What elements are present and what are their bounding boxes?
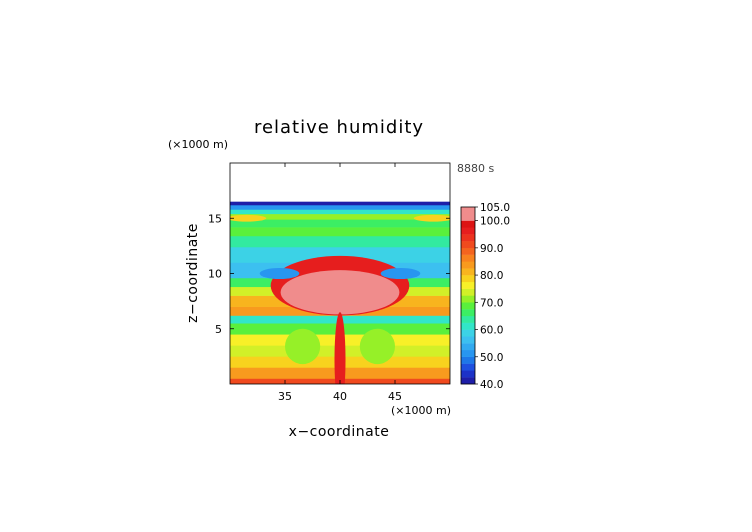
x-tick-label-45: 45 — [388, 390, 402, 403]
colorbar-swatch-10 — [461, 309, 475, 317]
colorbar-tick-label-70.0: 70.0 — [480, 297, 503, 309]
colorbar-tick-label-40.0: 40.0 — [480, 379, 503, 391]
y-tick-label-15: 15 — [208, 212, 222, 225]
chart-title: relative humidity — [254, 117, 424, 138]
colorbar-swatch-17 — [461, 261, 475, 269]
colorbar-frame — [460, 206, 476, 385]
humidity-feature-2 — [285, 328, 321, 365]
humidity-band-16 — [230, 213, 450, 220]
y-tick-label-10: 10 — [208, 268, 222, 281]
colorbar-swatch-0 — [461, 377, 475, 385]
colorbar-tick-label-60.0: 60.0 — [480, 325, 503, 337]
colorbar-tick-label-80.0: 80.0 — [480, 270, 503, 282]
colorbar-swatch-2 — [461, 363, 475, 371]
colorbar-swatch-18 — [461, 254, 475, 262]
colorbar-swatch-6 — [461, 336, 475, 344]
time-label: 8880 s — [457, 162, 494, 175]
humidity-band-12 — [230, 246, 450, 263]
colorbar-swatch-16 — [461, 268, 475, 276]
humidity-feature-4 — [334, 312, 346, 384]
y-unit-label: (×1000 m) — [168, 138, 228, 151]
colorbar-swatch-7 — [461, 329, 475, 337]
humidity-band-13 — [230, 235, 450, 248]
colorbar-swatch-14 — [461, 281, 475, 289]
colorbar-swatch-1 — [461, 370, 475, 378]
x-unit-label: (×1000 m) — [391, 404, 451, 417]
humidity-feature-3 — [359, 328, 395, 365]
colorbar-swatch-4 — [461, 349, 475, 357]
colorbar-swatch-15 — [461, 275, 475, 283]
humidity-band-18 — [230, 204, 450, 210]
colorbar-tick-label-105.0: 105.0 — [480, 202, 510, 214]
humidity-band-19 — [230, 201, 450, 206]
colorbar-swatch-12 — [461, 295, 475, 303]
colorbar-swatch-21 — [461, 234, 475, 242]
humidity-feature-6 — [380, 267, 421, 280]
humidity-band-14 — [230, 227, 450, 237]
heatmap-plot-area — [230, 163, 450, 384]
colorbar-swatch-13 — [461, 288, 475, 296]
colorbar-swatch-11 — [461, 302, 475, 310]
y-axis-label: z−coordinate — [185, 223, 201, 323]
x-axis-ticks: 35 40 45 — [278, 163, 402, 403]
x-tick-label-35: 35 — [278, 390, 292, 403]
humidity-feature-8 — [413, 214, 450, 222]
humidity-features — [230, 214, 450, 384]
humidity-band-15 — [230, 219, 450, 228]
colorbar-swatch-19 — [461, 247, 475, 255]
x-tick-label-40: 40 — [333, 390, 347, 403]
colorbar-swatch-8 — [461, 322, 475, 330]
x-axis-label: x−coordinate — [289, 424, 390, 440]
y-axis-ticks: 5 10 15 — [208, 212, 450, 336]
humidity-feature-7 — [230, 214, 267, 222]
colorbar-swatch-5 — [461, 343, 475, 351]
colorbar — [461, 207, 475, 385]
colorbar-swatch-9 — [461, 315, 475, 323]
colorbar-swatch-20 — [461, 241, 475, 249]
humidity-feature-5 — [259, 267, 300, 280]
colorbar-tick-label-100.0: 100.0 — [480, 216, 510, 228]
y-tick-label-5: 5 — [215, 323, 222, 336]
colorbar-swatch-24 — [461, 207, 475, 221]
colorbar-swatch-23 — [461, 220, 475, 228]
colorbar-tick-label-90.0: 90.0 — [480, 243, 503, 255]
humidity-band-17 — [230, 209, 450, 215]
colorbar-ticks: 40.0 50.0 60.0 70.0 80.0 90.0 100.0 105.0 — [475, 202, 510, 391]
colorbar-tick-label-50.0: 50.0 — [480, 352, 503, 364]
colorbar-swatch-3 — [461, 356, 475, 364]
colorbar-swatch-22 — [461, 227, 475, 235]
humidity-feature-1 — [280, 270, 400, 315]
